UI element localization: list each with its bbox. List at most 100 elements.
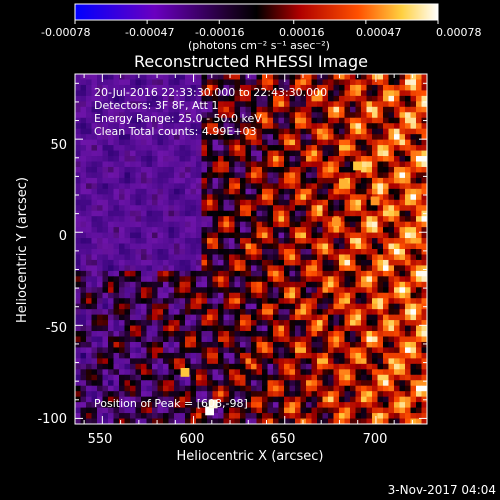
image-pixel bbox=[163, 161, 169, 168]
image-pixel bbox=[388, 106, 395, 113]
image-pixel bbox=[284, 358, 290, 365]
image-pixel bbox=[91, 145, 98, 151]
image-pixel bbox=[317, 374, 323, 381]
image-pixel bbox=[80, 188, 87, 195]
image-pixel bbox=[388, 385, 395, 392]
image-pixel bbox=[223, 325, 230, 332]
image-pixel bbox=[86, 243, 92, 250]
image-pixel bbox=[328, 161, 334, 168]
image-pixel bbox=[75, 369, 81, 376]
image-pixel bbox=[97, 369, 103, 376]
image-pixel bbox=[421, 139, 427, 146]
image-pixel bbox=[377, 358, 384, 365]
image-pixel bbox=[295, 150, 301, 157]
image-pixel bbox=[256, 407, 263, 414]
image-pixel bbox=[273, 265, 279, 272]
image-pixel bbox=[289, 402, 296, 408]
image-pixel bbox=[421, 369, 427, 376]
image-pixel bbox=[141, 106, 147, 113]
image-pixel bbox=[300, 183, 307, 190]
image-pixel bbox=[234, 325, 241, 332]
image-pixel bbox=[421, 243, 427, 250]
image-pixel bbox=[207, 363, 213, 370]
image-pixel bbox=[361, 166, 367, 173]
image-pixel bbox=[212, 254, 219, 261]
image-pixel bbox=[75, 128, 81, 135]
image-pixel bbox=[240, 391, 246, 398]
image-pixel bbox=[256, 276, 263, 283]
image-pixel bbox=[421, 161, 427, 168]
image-pixel bbox=[86, 276, 92, 283]
image-pixel bbox=[146, 320, 153, 326]
image-pixel bbox=[124, 336, 131, 343]
image-pixel bbox=[152, 396, 158, 403]
image-pixel bbox=[113, 265, 120, 272]
image-pixel bbox=[251, 287, 257, 294]
image-pixel bbox=[179, 380, 186, 387]
image-pixel bbox=[190, 249, 197, 255]
image-pixel bbox=[157, 123, 164, 130]
image-pixel bbox=[102, 183, 109, 190]
image-pixel bbox=[212, 74, 219, 80]
image-pixel bbox=[383, 112, 389, 119]
image-pixel bbox=[377, 117, 384, 124]
image-pixel bbox=[179, 79, 186, 86]
image-pixel bbox=[168, 418, 175, 424]
image-pixel bbox=[361, 270, 367, 277]
image-pixel bbox=[421, 238, 427, 244]
image-pixel bbox=[388, 407, 395, 414]
image-pixel bbox=[251, 276, 257, 283]
image-pixel bbox=[212, 418, 219, 424]
image-pixel bbox=[130, 281, 136, 288]
image-pixel bbox=[333, 418, 340, 424]
image-pixel bbox=[245, 396, 252, 403]
image-pixel bbox=[108, 347, 114, 354]
image-pixel bbox=[300, 325, 307, 332]
image-pixel bbox=[344, 352, 351, 359]
image-pixel bbox=[163, 199, 169, 206]
image-pixel bbox=[207, 79, 213, 86]
image-pixel bbox=[201, 161, 208, 168]
image-pixel bbox=[278, 216, 285, 223]
image-pixel bbox=[344, 227, 351, 233]
image-pixel bbox=[179, 145, 186, 151]
image-pixel bbox=[273, 188, 279, 195]
image-pixel bbox=[295, 418, 301, 424]
image-pixel bbox=[372, 232, 378, 239]
image-pixel bbox=[91, 336, 98, 343]
image-pixel bbox=[284, 303, 290, 310]
image-pixel bbox=[163, 341, 169, 348]
image-pixel bbox=[130, 166, 136, 173]
image-pixel bbox=[196, 166, 202, 173]
image-pixel bbox=[256, 117, 263, 124]
image-pixel bbox=[119, 341, 125, 348]
image-pixel bbox=[135, 243, 142, 250]
image-pixel bbox=[405, 358, 411, 365]
image-pixel bbox=[421, 216, 427, 223]
image-pixel bbox=[201, 413, 208, 419]
image-pixel bbox=[135, 112, 142, 119]
image-pixel bbox=[306, 106, 312, 113]
image-pixel bbox=[317, 331, 323, 337]
image-pixel bbox=[179, 352, 186, 359]
colorbar-tick-label-2: -0.00016 bbox=[195, 26, 244, 39]
image-pixel bbox=[86, 221, 92, 228]
image-pixel bbox=[322, 101, 329, 108]
image-pixel bbox=[262, 298, 268, 305]
image-pixel bbox=[245, 341, 252, 348]
image-pixel bbox=[174, 314, 180, 321]
image-pixel bbox=[179, 276, 186, 283]
image-pixel bbox=[355, 232, 362, 239]
image-pixel bbox=[377, 156, 384, 162]
image-pixel bbox=[163, 396, 169, 403]
image-pixel bbox=[97, 276, 103, 283]
image-pixel bbox=[141, 210, 147, 217]
image-pixel bbox=[311, 232, 318, 239]
image-pixel bbox=[201, 259, 208, 266]
image-pixel bbox=[108, 363, 114, 370]
image-pixel bbox=[344, 325, 351, 332]
image-pixel bbox=[185, 205, 191, 212]
image-pixel bbox=[97, 385, 103, 392]
image-pixel bbox=[344, 123, 351, 130]
image-pixel bbox=[80, 298, 87, 305]
